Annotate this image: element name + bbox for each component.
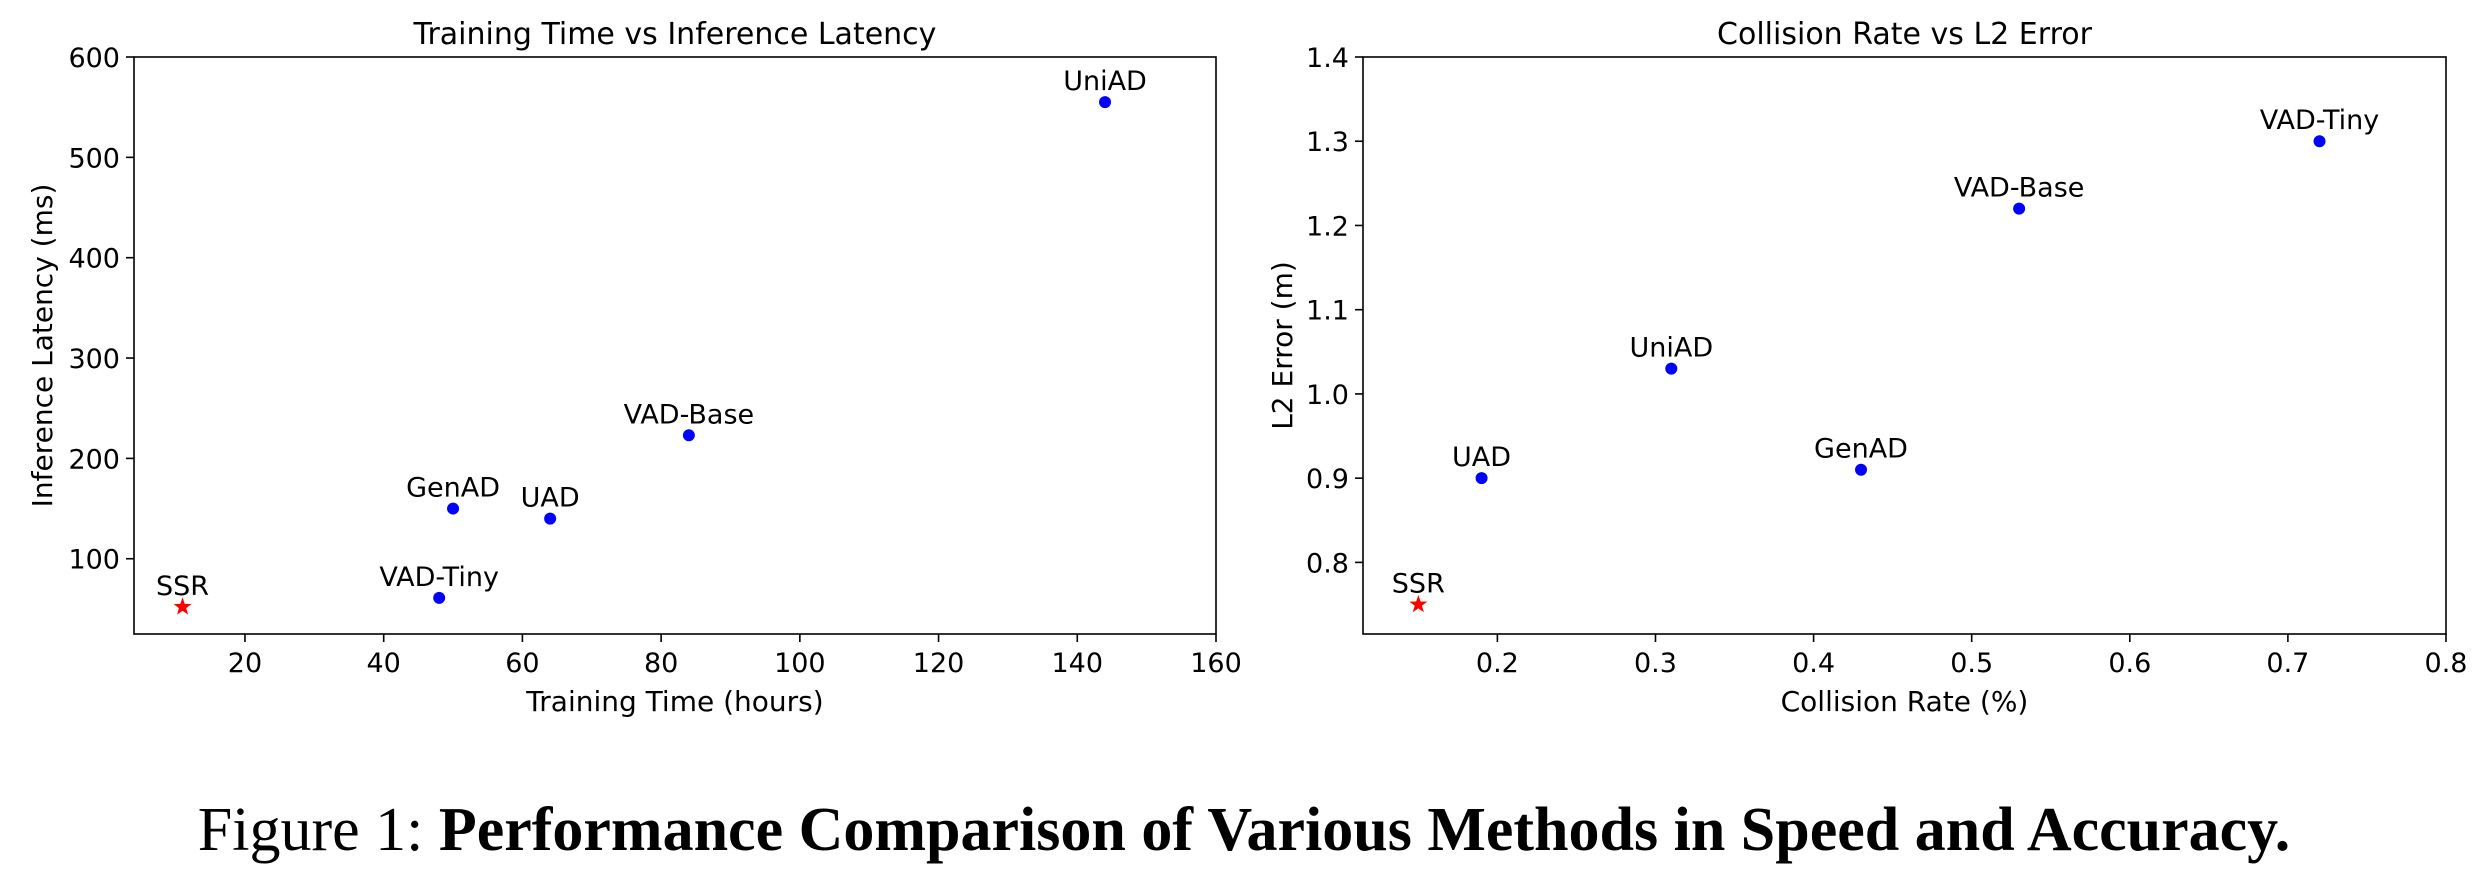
point-label: SSR <box>156 571 209 602</box>
x-tick-label: 0.8 <box>2425 648 2468 679</box>
plot-frame <box>133 56 1217 635</box>
chart-panel-1: Training Time vs Inference Latency 20 40 60… <box>26 17 1242 718</box>
point-label: VAD-Base <box>1954 173 2085 204</box>
data-point <box>447 502 460 515</box>
x-tick-label: 160 <box>1190 648 1242 679</box>
point-label: UniAD <box>1629 333 1713 364</box>
x-tick-label: 0.3 <box>1634 648 1677 679</box>
y-axis-label: L2 Error (m) <box>1266 261 1299 430</box>
data-point-star <box>173 597 192 615</box>
y-tick-label: 300 <box>68 344 120 375</box>
data-point <box>1099 96 1112 109</box>
point-label: VAD-Base <box>624 399 755 430</box>
point-label: GenAD <box>406 473 500 504</box>
y-tick-label: 500 <box>68 143 120 174</box>
y-tick-label: 600 <box>68 43 120 74</box>
x-tick-label: 80 <box>644 648 678 679</box>
point-label: UniAD <box>1063 66 1147 97</box>
chart-title: Training Time vs Inference Latency <box>413 17 937 52</box>
data-point-star <box>1409 595 1428 613</box>
caption-prefix: Figure 1: <box>197 796 424 864</box>
caption-title: Performance Comparison of Various Method… <box>438 796 2291 864</box>
point-label: VAD-Tiny <box>379 562 499 593</box>
x-tick-label: 0.7 <box>2266 648 2309 679</box>
y-tick-label: 1.4 <box>1306 43 1349 74</box>
x-tick-label: 0.4 <box>1792 648 1835 679</box>
x-tick-label: 0.6 <box>2108 648 2151 679</box>
data-point <box>1665 362 1678 375</box>
data-point <box>433 591 446 604</box>
point-label: UAD <box>521 483 580 514</box>
y-axis-label: Inference Latency (ms) <box>26 184 59 508</box>
chart-panel-2: Collision Rate vs L2 Error 0.2 0.3 0.4 0.5 0.… <box>1266 17 2467 718</box>
y-tick-label: 0.9 <box>1306 464 1349 495</box>
point-label: GenAD <box>1814 434 1908 465</box>
x-axis-label: Training Time (hours) <box>525 685 823 718</box>
chart-title: Collision Rate vs L2 Error <box>1717 17 2093 52</box>
data-point <box>682 429 695 442</box>
x-tick-label: 120 <box>913 648 965 679</box>
x-tick-label: 40 <box>367 648 401 679</box>
x-tick-label: 60 <box>505 648 539 679</box>
y-tick-label: 1.0 <box>1306 380 1349 411</box>
data-point <box>1855 463 1868 476</box>
point-label: UAD <box>1452 442 1511 473</box>
y-tick-label: 400 <box>68 244 120 275</box>
data-point <box>2313 135 2326 148</box>
figure-plots: Training Time vs Inference Latency 20 40 60… <box>26 17 2467 718</box>
y-tick-label: 1.3 <box>1306 127 1349 158</box>
x-tick-label: 0.2 <box>1476 648 1519 679</box>
data-point <box>2013 202 2026 215</box>
data-point <box>1475 472 1488 485</box>
y-tick-label: 1.2 <box>1306 211 1349 242</box>
y-tick-label: 1.1 <box>1306 296 1349 327</box>
x-tick-label: 20 <box>228 648 262 679</box>
x-tick-label: 100 <box>774 648 826 679</box>
x-tick-label: 140 <box>1052 648 1104 679</box>
data-point <box>544 512 557 525</box>
point-label: VAD-Tiny <box>2260 105 2380 136</box>
figure-caption: Figure 1: Performance Comparison of Vari… <box>0 790 2488 870</box>
x-axis-label: Collision Rate (%) <box>1781 685 2029 718</box>
y-tick-label: 200 <box>68 444 120 475</box>
point-label: SSR <box>1392 569 1445 600</box>
y-tick-label: 100 <box>68 545 120 576</box>
plot-frame <box>1362 56 2447 635</box>
y-tick-label: 0.8 <box>1306 548 1349 579</box>
x-tick-label: 0.5 <box>1950 648 1993 679</box>
